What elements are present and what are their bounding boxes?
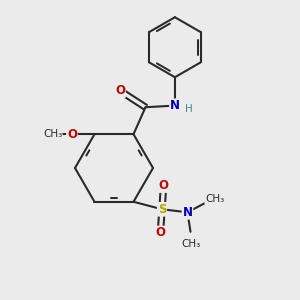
Text: CH₃: CH₃: [181, 239, 200, 249]
Text: N: N: [182, 206, 193, 219]
Text: H: H: [185, 104, 193, 114]
Text: O: O: [155, 226, 166, 239]
Text: O: O: [115, 84, 125, 97]
Text: CH₃: CH₃: [205, 194, 224, 204]
Text: O: O: [67, 128, 77, 141]
Text: CH₃: CH₃: [43, 129, 62, 139]
Text: S: S: [158, 203, 166, 216]
Text: N: N: [170, 99, 180, 112]
Text: O: O: [158, 179, 169, 192]
